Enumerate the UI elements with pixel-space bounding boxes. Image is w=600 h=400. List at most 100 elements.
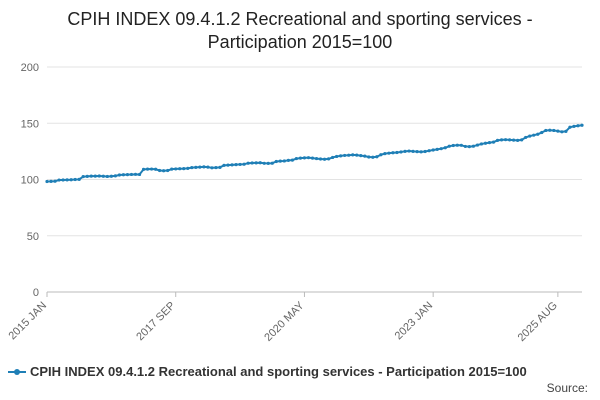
data-point[interactable] — [190, 165, 194, 170]
data-point[interactable] — [379, 153, 383, 157]
data-point[interactable] — [343, 153, 347, 158]
data-point[interactable] — [572, 124, 576, 128]
data-point[interactable] — [471, 144, 475, 148]
data-point[interactable] — [158, 168, 162, 173]
data-point[interactable] — [298, 156, 303, 160]
data-point[interactable] — [198, 165, 202, 169]
data-point[interactable] — [512, 138, 516, 142]
data-point[interactable] — [145, 167, 150, 171]
data-point[interactable] — [302, 156, 307, 160]
data-point[interactable] — [85, 174, 89, 178]
data-point[interactable] — [447, 144, 451, 148]
data-point[interactable] — [415, 150, 419, 154]
data-point[interactable] — [121, 173, 126, 177]
data-point[interactable] — [375, 155, 379, 159]
data-point[interactable] — [403, 149, 407, 153]
data-point[interactable] — [242, 162, 246, 166]
data-point[interactable] — [286, 158, 290, 162]
data-point[interactable] — [266, 161, 270, 166]
data-point[interactable] — [178, 167, 182, 171]
data-point[interactable] — [129, 172, 134, 177]
data-point[interactable] — [218, 165, 222, 169]
data-point[interactable] — [552, 128, 556, 133]
data-point[interactable] — [202, 165, 206, 169]
data-point[interactable] — [536, 132, 540, 136]
data-point[interactable] — [45, 179, 49, 184]
data-point[interactable] — [524, 135, 528, 140]
data-point[interactable] — [234, 163, 238, 167]
data-point[interactable] — [520, 138, 524, 142]
data-point[interactable] — [411, 149, 415, 153]
data-point[interactable] — [162, 169, 166, 173]
data-point[interactable] — [359, 154, 363, 158]
data-point[interactable] — [49, 179, 53, 184]
data-point[interactable] — [53, 179, 57, 183]
data-point[interactable] — [499, 138, 504, 142]
data-point[interactable] — [556, 129, 560, 133]
data-point[interactable] — [314, 156, 319, 161]
data-point[interactable] — [423, 149, 427, 154]
data-point[interactable] — [495, 138, 500, 142]
data-point[interactable] — [93, 174, 97, 178]
data-point[interactable] — [65, 178, 69, 182]
data-point[interactable] — [576, 124, 580, 128]
data-point[interactable] — [278, 159, 282, 163]
data-point[interactable] — [351, 153, 355, 157]
data-point[interactable] — [580, 123, 584, 127]
data-point[interactable] — [109, 174, 113, 178]
data-point[interactable] — [125, 173, 130, 177]
data-point[interactable] — [439, 147, 443, 151]
data-point[interactable] — [154, 167, 158, 171]
data-point[interactable] — [318, 157, 323, 161]
data-point[interactable] — [503, 138, 508, 142]
data-point[interactable] — [310, 156, 315, 160]
data-point[interactable] — [560, 130, 564, 134]
data-point[interactable] — [113, 174, 117, 178]
chart-legend[interactable]: CPIH INDEX 09.4.1.2 Recreational and spo… — [8, 364, 527, 379]
data-point[interactable] — [294, 156, 298, 161]
data-point[interactable] — [399, 150, 403, 154]
data-point[interactable] — [322, 157, 327, 161]
data-point[interactable] — [331, 155, 335, 160]
data-point[interactable] — [544, 128, 548, 133]
data-point[interactable] — [170, 167, 174, 171]
data-point[interactable] — [306, 156, 311, 160]
data-point[interactable] — [73, 177, 77, 182]
data-point[interactable] — [69, 178, 73, 182]
data-point[interactable] — [363, 154, 367, 158]
data-point[interactable] — [254, 161, 258, 165]
data-point[interactable] — [387, 151, 391, 155]
data-point[interactable] — [262, 161, 266, 165]
data-point[interactable] — [435, 147, 439, 151]
data-point[interactable] — [290, 158, 294, 162]
data-point[interactable] — [459, 143, 463, 147]
data-point[interactable] — [133, 172, 138, 176]
data-point[interactable] — [270, 161, 274, 165]
data-point[interactable] — [507, 138, 512, 142]
data-point[interactable] — [105, 174, 109, 179]
data-point[interactable] — [339, 154, 343, 158]
data-point[interactable] — [250, 161, 254, 165]
data-point[interactable] — [427, 149, 431, 153]
data-point[interactable] — [61, 178, 65, 182]
data-point[interactable] — [57, 178, 61, 182]
data-point[interactable] — [419, 150, 423, 154]
data-point[interactable] — [355, 153, 359, 157]
data-point[interactable] — [210, 166, 214, 170]
data-point[interactable] — [335, 154, 339, 159]
data-point[interactable] — [383, 152, 387, 156]
data-point[interactable] — [528, 134, 532, 138]
data-point[interactable] — [443, 146, 447, 150]
data-point[interactable] — [431, 148, 435, 152]
data-point[interactable] — [282, 159, 286, 163]
data-point[interactable] — [186, 166, 190, 170]
data-point[interactable] — [367, 155, 371, 159]
data-point[interactable] — [214, 165, 218, 170]
data-point[interactable] — [564, 129, 568, 133]
data-point[interactable] — [117, 173, 122, 177]
data-point[interactable] — [222, 163, 226, 167]
data-point[interactable] — [548, 128, 552, 132]
data-point[interactable] — [258, 161, 262, 165]
data-point[interactable] — [166, 168, 170, 173]
data-point[interactable] — [407, 149, 411, 153]
